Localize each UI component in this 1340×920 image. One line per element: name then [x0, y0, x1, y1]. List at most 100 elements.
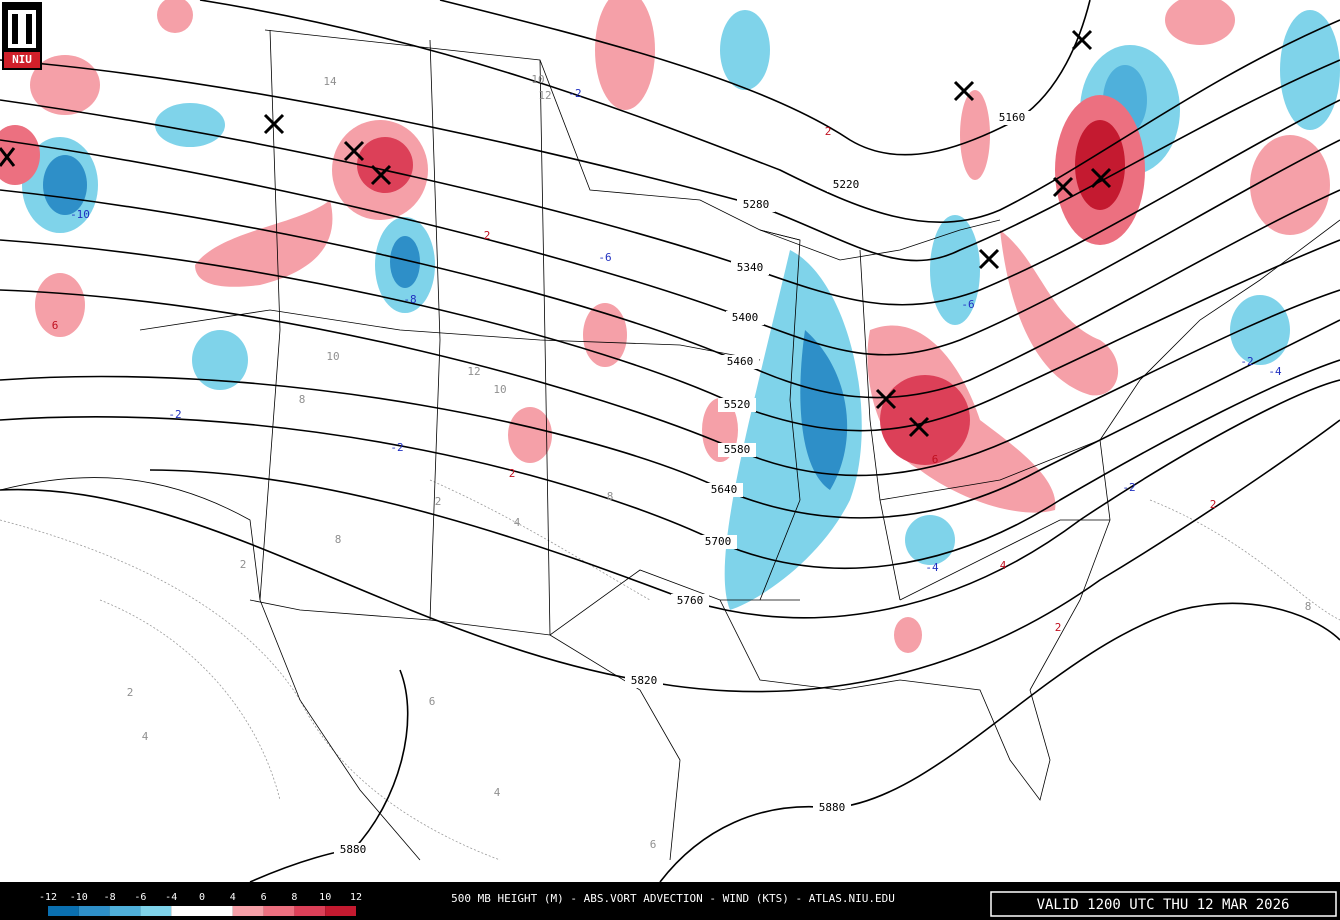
- legend-swatch: [109, 906, 141, 916]
- legend-tick-label: 4: [230, 892, 236, 903]
- advection-label: -8: [403, 293, 416, 306]
- legend-swatch: [171, 906, 202, 916]
- height-label-bg: [671, 594, 709, 608]
- vorticity-label: 4: [494, 786, 501, 799]
- legend-tick-label: -10: [70, 892, 88, 903]
- height-label: 5460: [727, 355, 754, 368]
- advection-label: -10: [70, 208, 90, 221]
- height-label-bg: [699, 535, 737, 549]
- vorticity-label: 14: [323, 75, 337, 88]
- height-label: 5160: [999, 111, 1026, 124]
- legend-swatch: [78, 906, 110, 916]
- height-contour: [0, 189, 1340, 399]
- height-contour: [0, 99, 1340, 306]
- vorticity-label: 2: [435, 495, 442, 508]
- legend-tick-label: -12: [39, 892, 57, 903]
- height-contour: [249, 669, 409, 883]
- vorticity-label: 8: [335, 533, 342, 546]
- height-contour: [149, 379, 1340, 619]
- niu-logo: NIU: [2, 2, 42, 70]
- height-contour: [199, 0, 1340, 223]
- logo-text: NIU: [12, 53, 32, 66]
- vorticity-label: 10: [326, 350, 339, 363]
- legend-tick-label: -8: [104, 892, 116, 903]
- vorticity-label: 10: [493, 383, 506, 396]
- height-label: 5220: [833, 178, 860, 191]
- height-label-bg: [718, 398, 756, 412]
- vorticity-label: 8: [607, 490, 614, 503]
- advection-label: -4: [925, 561, 939, 574]
- state-borders: [0, 29, 1340, 861]
- footer-title: 500 MB HEIGHT (M) - ABS.VORT ADVECTION -…: [451, 892, 895, 905]
- vorticity-label: 2: [127, 686, 134, 699]
- advection-label: -6: [961, 298, 974, 311]
- height-label-bg: [731, 261, 769, 275]
- vorticity-label: 12: [467, 365, 480, 378]
- height-label: 5820: [631, 674, 658, 687]
- height-contour: [0, 419, 1340, 693]
- vorticity-label: 2: [240, 558, 247, 571]
- advection-label: 2: [484, 229, 491, 242]
- height-contour: [0, 139, 1340, 356]
- advection-label: -2: [1122, 481, 1135, 494]
- vorticity-label: 8: [299, 393, 306, 406]
- legend-swatch: [140, 906, 172, 916]
- height-label: 5520: [724, 398, 751, 411]
- height-label-bg: [993, 111, 1031, 125]
- legend-tick-label: 6: [261, 892, 267, 903]
- height-label: 5640: [711, 483, 738, 496]
- legend-swatch: [232, 906, 264, 916]
- height-label: 5760: [677, 594, 704, 607]
- legend-tick-label: 10: [319, 892, 331, 903]
- advection-label: 2: [1055, 621, 1062, 634]
- height-label-bg: [705, 483, 743, 497]
- height-label: 5880: [819, 801, 846, 814]
- height-contour: [439, 0, 1091, 156]
- height-label-bg: [726, 311, 764, 325]
- height-contour: [0, 359, 1340, 569]
- height-label: 5880: [340, 843, 367, 856]
- height-label-bg: [721, 355, 759, 369]
- vorticity-label: 6: [650, 838, 657, 851]
- height-contour: [0, 239, 1340, 432]
- legend-swatch: [48, 906, 79, 916]
- legend-tick-label: 8: [291, 892, 297, 903]
- advection-label: -2: [168, 408, 181, 421]
- legend-tick-label: -6: [134, 892, 146, 903]
- advection-label: -4: [1268, 365, 1282, 378]
- vorticity-label: 12: [538, 89, 551, 102]
- legend-tick-label: 0: [199, 892, 205, 903]
- height-label-bg: [625, 674, 663, 688]
- advection-label: 2: [509, 467, 516, 480]
- valid-time: VALID 1200 UTC THU 12 MAR 2026: [1037, 897, 1290, 913]
- advection-label: 2: [1210, 498, 1217, 511]
- vorticity-label: 4: [142, 730, 149, 743]
- vorticity-label: 8: [1305, 600, 1312, 613]
- color-legend: -12 -10 -8 -6 -4 0 4 6 8 10 12: [39, 892, 362, 916]
- height-label-bg: [813, 801, 851, 815]
- height-label-bg: [718, 443, 756, 457]
- height-label: 5280: [743, 198, 770, 211]
- height-label-bg: [737, 198, 775, 212]
- vorticity-label: 4: [514, 516, 521, 529]
- height-contours: 5160 5220 5280 5340 5400 5460 5520 5580 5640 5700…: [0, 0, 1340, 883]
- legend-swatch: [202, 906, 233, 916]
- advection-label: 6: [52, 319, 59, 332]
- legend-tick-label: 12: [350, 892, 362, 903]
- advection-label: -2: [568, 87, 581, 100]
- legend-swatch: [263, 906, 295, 916]
- legend-swatch: [325, 906, 356, 916]
- height-label: 5400: [732, 311, 759, 324]
- vort-max-markers: [0, 29, 1112, 438]
- height-label-bg: [334, 843, 372, 857]
- advection-label: 4: [1000, 559, 1007, 572]
- vorticity-contours: [0, 479, 1340, 861]
- valid-box: [990, 891, 1337, 917]
- height-label: 5580: [724, 443, 751, 456]
- advection-label: -2: [390, 441, 403, 454]
- height-label: 5700: [705, 535, 732, 548]
- advection-label: -2: [1240, 355, 1253, 368]
- legend-swatch: [294, 906, 326, 916]
- advection-label: 2: [825, 125, 832, 138]
